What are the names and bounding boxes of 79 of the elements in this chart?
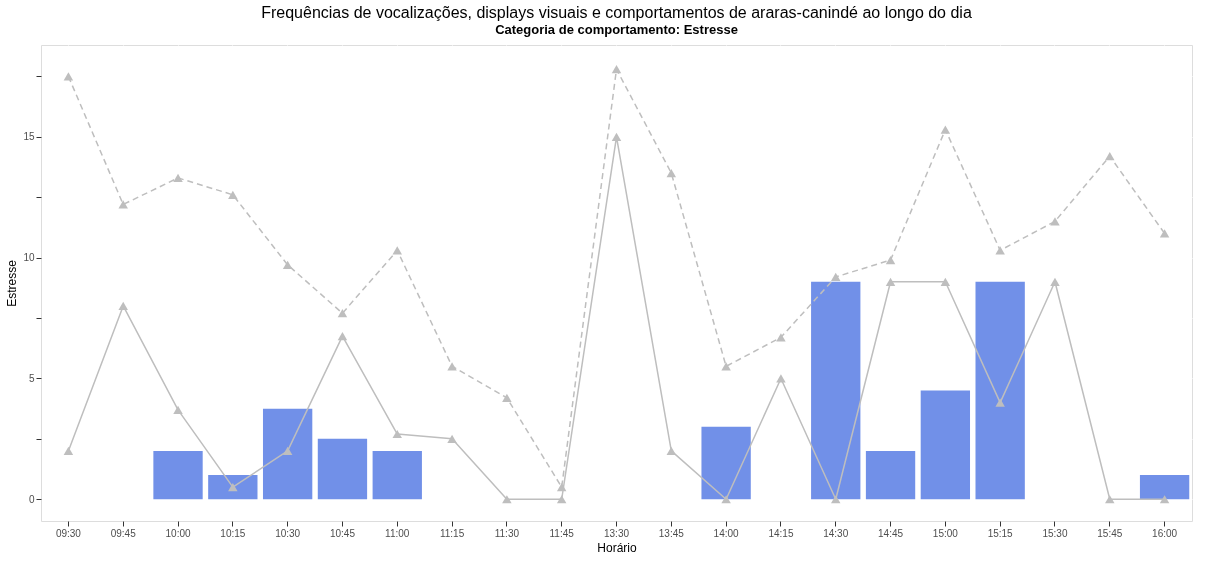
x-tick-label: 10:45 xyxy=(329,527,356,539)
x-tick-label: 14:45 xyxy=(878,527,904,539)
bar xyxy=(920,390,971,500)
bar xyxy=(153,450,203,500)
x-tick-label: 14:00 xyxy=(713,527,740,539)
point xyxy=(1159,495,1170,504)
x-tick-label: 13:30 xyxy=(603,527,630,539)
point xyxy=(831,272,841,282)
point xyxy=(721,362,731,371)
x-axis-title: Horário xyxy=(597,540,637,555)
bar xyxy=(262,408,313,500)
bar xyxy=(811,281,861,500)
point xyxy=(63,446,74,456)
bar xyxy=(208,475,258,500)
x-tick-label: 16:00 xyxy=(1152,527,1178,539)
x-tick-label: 15:30 xyxy=(1042,527,1068,539)
point xyxy=(776,333,786,342)
point xyxy=(666,446,677,456)
point xyxy=(1105,152,1115,161)
point xyxy=(940,277,951,286)
x-tick-label: 11:30 xyxy=(494,527,520,539)
point xyxy=(173,173,183,182)
x-tick-label: 11:15 xyxy=(439,527,465,539)
x-tick-label: 15:45 xyxy=(1097,527,1123,539)
point xyxy=(173,405,183,414)
point xyxy=(282,260,293,269)
point xyxy=(337,332,348,341)
point xyxy=(118,200,128,209)
point xyxy=(611,132,622,141)
point xyxy=(447,362,457,371)
x-tick-label: 10:30 xyxy=(275,527,301,539)
point xyxy=(940,125,951,134)
point xyxy=(1105,495,1115,504)
x-tick-label: 15:15 xyxy=(987,527,1014,539)
y-tick-label: 5 xyxy=(28,372,35,384)
bar xyxy=(865,450,916,500)
x-tick-label: 14:30 xyxy=(823,527,849,539)
point xyxy=(118,301,128,311)
x-tick-label: 13:45 xyxy=(658,527,685,539)
y-tick-label: 0 xyxy=(28,493,35,505)
x-tick-label: 14:15 xyxy=(768,527,794,539)
point xyxy=(228,483,238,492)
chart-title: Frequências de vocalizações, displays visuais e comportamentos de araras-canindé ao longo do dia xyxy=(261,4,972,21)
x-tick-label: 15:00 xyxy=(932,527,959,539)
x-tick-label: 09:30 xyxy=(55,527,82,539)
point xyxy=(228,190,238,199)
point xyxy=(502,495,512,504)
point xyxy=(776,374,786,383)
bar xyxy=(372,450,422,500)
point xyxy=(995,398,1005,407)
point xyxy=(1159,229,1170,238)
bar xyxy=(1139,475,1190,500)
x-tick-label: 11:45 xyxy=(549,527,575,539)
point xyxy=(611,65,622,74)
y-tick-label: 15 xyxy=(23,131,35,143)
point xyxy=(392,429,402,439)
bar xyxy=(975,281,1025,500)
point xyxy=(447,434,457,443)
point xyxy=(831,495,841,504)
y-axis-title: Estresse xyxy=(5,259,20,307)
point xyxy=(721,495,731,504)
point xyxy=(666,168,677,178)
y-tick-label: 10 xyxy=(23,252,35,264)
point xyxy=(337,309,348,318)
x-tick-label: 10:15 xyxy=(220,527,246,539)
bar xyxy=(317,438,368,500)
point xyxy=(556,483,567,492)
x-tick-label: 11:00 xyxy=(385,527,410,539)
point xyxy=(282,446,293,456)
bar xyxy=(701,426,751,500)
point xyxy=(556,495,567,504)
point xyxy=(1050,277,1060,286)
point xyxy=(502,393,512,402)
x-tick-label: 10:00 xyxy=(165,527,191,539)
point xyxy=(885,277,896,286)
point xyxy=(885,255,896,265)
x-tick-label: 09:45 xyxy=(110,527,137,539)
point xyxy=(63,72,74,81)
chart-subtitle: Categoria de comportamento: Estresse xyxy=(495,22,738,37)
